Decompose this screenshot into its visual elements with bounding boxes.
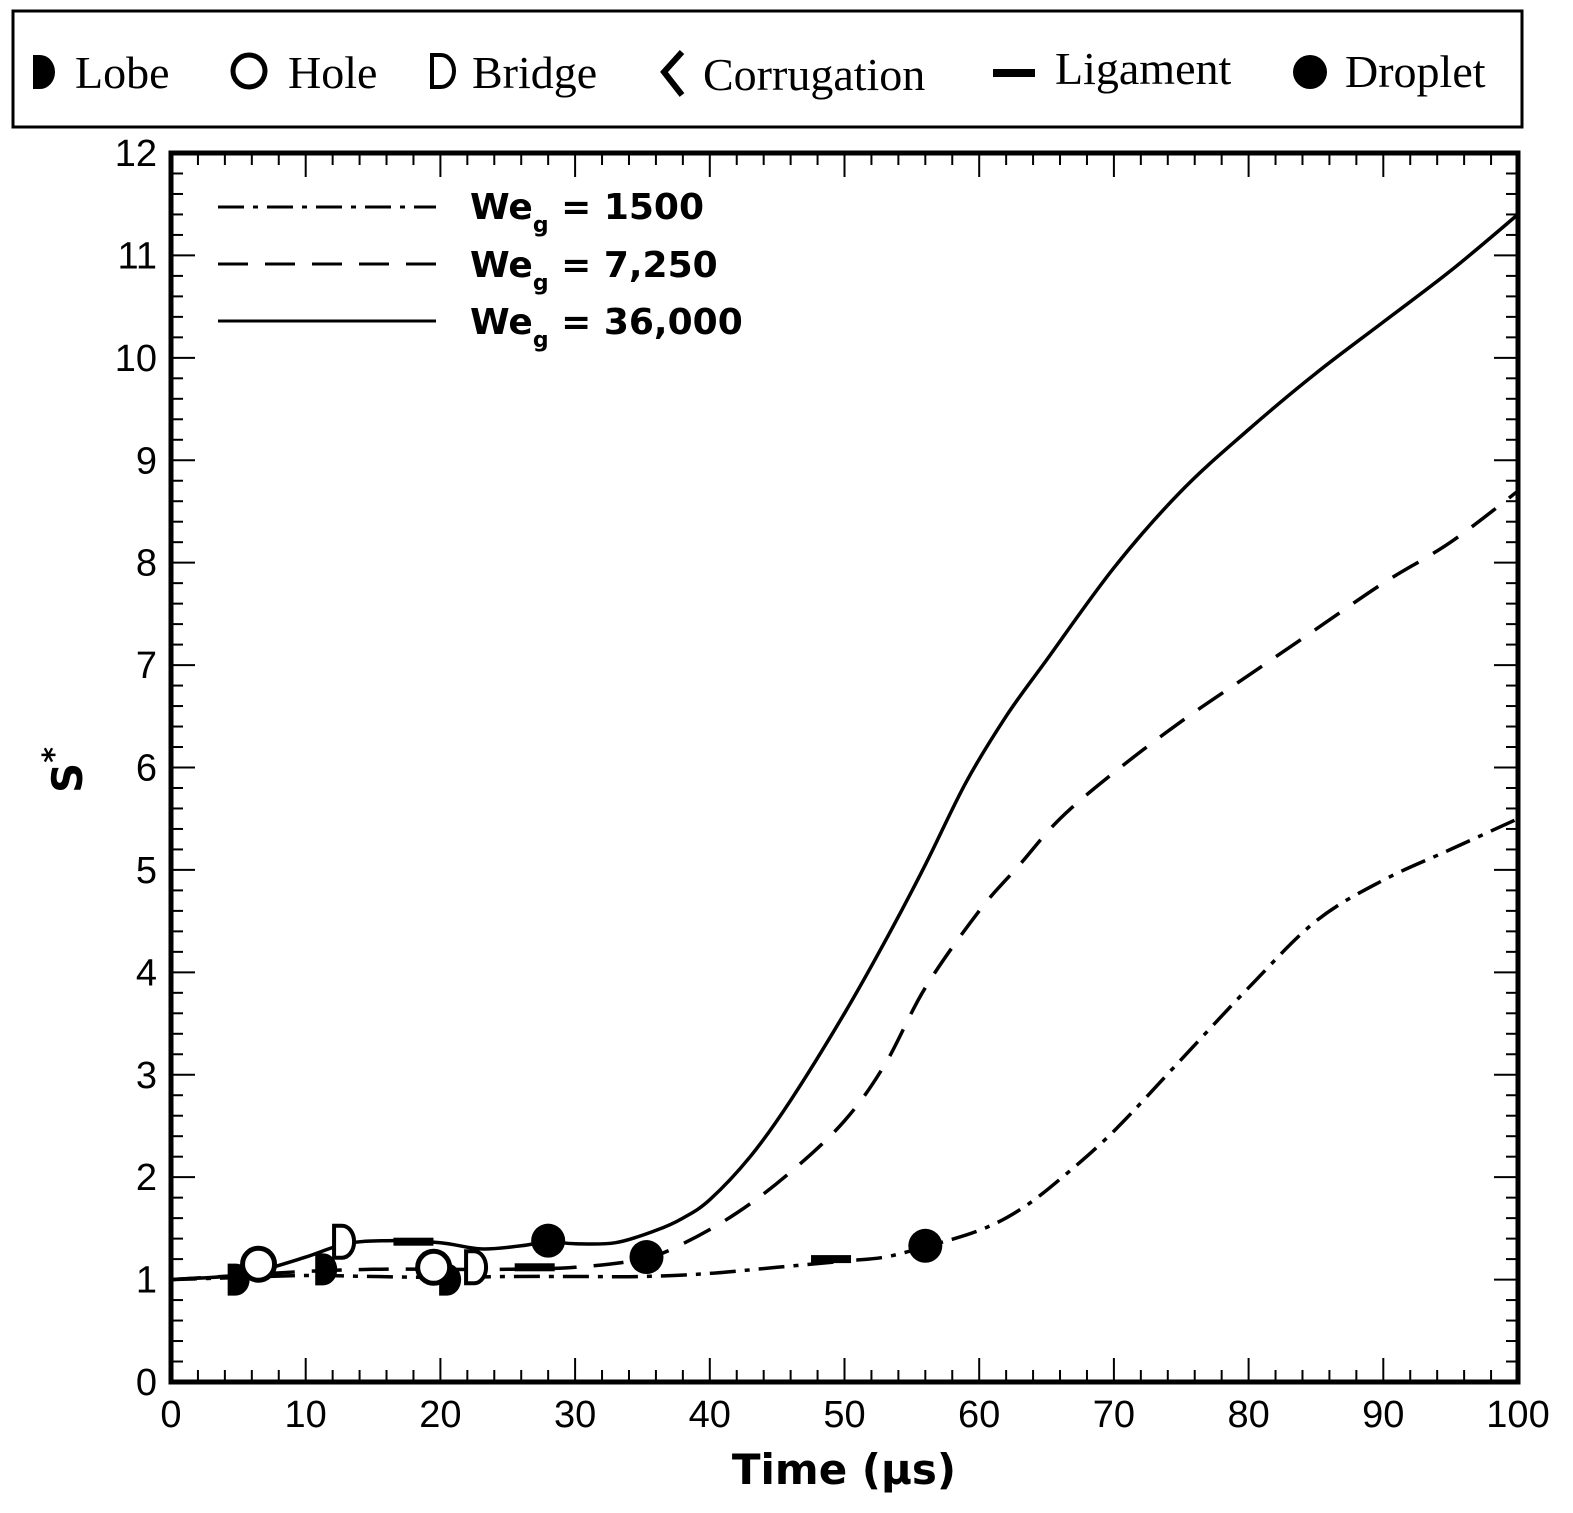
legend-item-ligament: Ligament xyxy=(993,43,1231,94)
bridge-marker xyxy=(332,1223,357,1260)
y-tick-label: 10 xyxy=(115,338,157,380)
y-tick-label: 0 xyxy=(136,1362,157,1404)
legend-item-bridge: Bridge xyxy=(430,47,597,98)
droplet-marker xyxy=(531,1223,566,1258)
y-axis-title-sup: * xyxy=(37,747,72,763)
y-tick-label: 11 xyxy=(118,235,157,277)
axis-ticks xyxy=(170,152,1519,1383)
x-tick-label: 90 xyxy=(1362,1394,1404,1436)
series-line-dashed xyxy=(170,489,1520,1282)
y-tick-label: 2 xyxy=(136,1157,157,1199)
legend-text-36000: Weg = 36,000 xyxy=(470,302,743,353)
x-axis-title: Time (μs) xyxy=(732,1445,956,1494)
legend-label-hole: Hole xyxy=(288,47,377,98)
legend-label-bridge: Bridge xyxy=(472,47,597,98)
bridge-marker xyxy=(464,1249,489,1286)
legend-label-lobe: Lobe xyxy=(75,47,170,98)
ligament-marker xyxy=(514,1263,555,1272)
lobe-icon xyxy=(33,55,55,89)
series-layer xyxy=(170,213,1520,1282)
hole-marker xyxy=(240,1245,278,1283)
lobe-marker xyxy=(315,1253,338,1286)
y-tick-label: 9 xyxy=(136,440,157,482)
legend-item-corrugation: Corrugation xyxy=(660,49,925,100)
x-tick-label: 10 xyxy=(285,1394,327,1436)
droplet-icon xyxy=(1293,55,1327,89)
legend-item-lobe: Lobe xyxy=(33,47,170,98)
x-tick-label: 60 xyxy=(958,1394,1000,1436)
symbol-legend: Lobe Hole Bridge Corrugation Ligament Dr… xyxy=(11,9,1524,129)
y-axis-title: S* xyxy=(37,747,92,793)
legend-text-1500: Weg = 1500 xyxy=(470,187,704,238)
y-tick-label: 1 xyxy=(136,1260,157,1302)
x-tick-label: 30 xyxy=(554,1394,596,1436)
svg-text:S*: S* xyxy=(37,747,92,793)
legend-label-corrugation: Corrugation xyxy=(703,49,925,100)
droplet-marker xyxy=(629,1240,664,1275)
series-legend: Weg = 1500 Weg = 7,250 Weg = 36,000 xyxy=(218,187,743,353)
corrugation-icon xyxy=(660,49,685,97)
x-tick-label: 80 xyxy=(1227,1394,1269,1436)
legend-item-droplet: Droplet xyxy=(1293,46,1486,97)
x-tick-label: 40 xyxy=(689,1394,731,1436)
y-axis-title-main: S xyxy=(43,763,92,793)
legend-label-droplet: Droplet xyxy=(1345,46,1486,97)
legend-text-7250: Weg = 7,250 xyxy=(470,245,718,296)
y-tick-label: 8 xyxy=(136,543,157,585)
ligament-icon xyxy=(993,69,1035,77)
y-tick-label: 12 xyxy=(115,133,157,175)
marker-layer xyxy=(227,1223,943,1296)
ligament-marker xyxy=(393,1237,434,1246)
bridge-icon xyxy=(430,53,456,89)
y-tick-label: 7 xyxy=(136,645,157,687)
legend-label-ligament: Ligament xyxy=(1055,43,1231,94)
ligament-marker xyxy=(811,1255,852,1264)
x-tick-label: 50 xyxy=(823,1394,865,1436)
plot-frame xyxy=(168,150,1521,1385)
droplet-marker xyxy=(908,1228,943,1263)
legend-item-hole: Hole xyxy=(230,47,377,98)
series-line-dashdot xyxy=(170,817,1519,1282)
x-tick-label: 70 xyxy=(1093,1394,1135,1436)
hole-icon xyxy=(230,52,268,90)
hole-marker xyxy=(415,1248,453,1286)
x-tick-label: 20 xyxy=(419,1394,461,1436)
x-tick-label: 100 xyxy=(1486,1394,1549,1436)
y-tick-label: 5 xyxy=(136,850,157,892)
y-tick-label: 6 xyxy=(136,748,157,790)
y-tick-label: 4 xyxy=(136,952,157,994)
x-tick-label: 0 xyxy=(160,1394,181,1436)
y-tick-label: 3 xyxy=(136,1055,157,1097)
